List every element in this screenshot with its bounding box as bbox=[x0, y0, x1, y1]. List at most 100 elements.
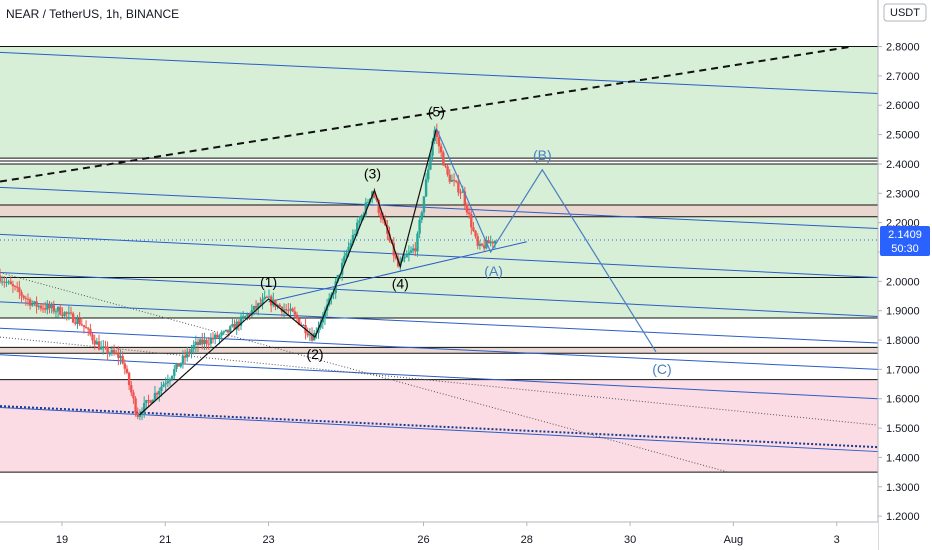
candle-body bbox=[52, 304, 55, 312]
candle-body bbox=[183, 355, 187, 358]
candle-body bbox=[285, 309, 288, 311]
price-zone bbox=[0, 216, 878, 319]
candle-body bbox=[106, 346, 109, 354]
candle-body bbox=[80, 324, 83, 326]
price-tick-label: 2.4000 bbox=[886, 159, 920, 171]
candle-body bbox=[91, 334, 94, 341]
candle-body bbox=[123, 363, 127, 369]
candle-body bbox=[373, 191, 376, 198]
candle-body bbox=[11, 284, 15, 287]
candle-body bbox=[3, 281, 6, 283]
candle-body bbox=[7, 281, 10, 283]
candle-body bbox=[257, 303, 260, 309]
zone-layer bbox=[0, 46, 878, 473]
candle-body bbox=[250, 310, 253, 316]
candle-body bbox=[356, 222, 359, 234]
price-tick-label: 1.6000 bbox=[886, 394, 920, 406]
candle-body bbox=[282, 309, 286, 312]
candle-body bbox=[149, 400, 152, 404]
candle-body bbox=[237, 321, 241, 326]
candle-body bbox=[164, 383, 167, 385]
candle-body bbox=[244, 316, 247, 318]
candle-body bbox=[213, 334, 217, 340]
candle-body bbox=[67, 312, 71, 314]
candle-body bbox=[493, 240, 497, 244]
candle-body bbox=[61, 314, 64, 316]
candle-body bbox=[287, 310, 290, 312]
candle-body bbox=[0, 275, 2, 282]
candle-body bbox=[422, 196, 426, 213]
wave-label: (4) bbox=[392, 276, 409, 292]
trend-line bbox=[0, 51, 879, 95]
candle-body bbox=[362, 214, 365, 216]
candle-body bbox=[43, 308, 47, 310]
trend-line bbox=[0, 186, 879, 230]
wave-label: (3) bbox=[364, 165, 381, 181]
candle-body bbox=[431, 141, 434, 156]
candle-body bbox=[248, 314, 251, 316]
candle-body bbox=[168, 378, 172, 382]
candle-body bbox=[71, 313, 75, 323]
candle-body bbox=[134, 398, 137, 413]
price-tick-label: 1.8000 bbox=[886, 335, 920, 347]
candle-body bbox=[97, 341, 101, 350]
time-tick-label: 19 bbox=[56, 534, 68, 546]
candle-body bbox=[0, 281, 4, 283]
candle-body bbox=[403, 257, 406, 259]
candle-body bbox=[332, 293, 335, 295]
candle-body bbox=[364, 202, 368, 215]
candle-body bbox=[470, 214, 473, 228]
candle-body bbox=[254, 306, 258, 309]
candle-body bbox=[293, 311, 297, 315]
candle-body bbox=[278, 304, 281, 307]
time-tick-label: 26 bbox=[417, 534, 429, 546]
price-tick-label: 2.0000 bbox=[886, 276, 920, 288]
candle-body bbox=[295, 314, 299, 319]
candle-body bbox=[95, 341, 99, 345]
candle-body bbox=[46, 304, 49, 310]
candle-body bbox=[211, 338, 215, 340]
candle-body bbox=[147, 400, 150, 402]
price-tick-label: 1.2000 bbox=[886, 511, 920, 523]
candle-body bbox=[35, 301, 38, 307]
candle-body bbox=[487, 240, 490, 244]
trend-line bbox=[268, 241, 527, 303]
trend-line bbox=[0, 301, 879, 344]
price-zone bbox=[0, 205, 878, 217]
candle-body bbox=[205, 339, 208, 344]
candle-body bbox=[155, 392, 159, 395]
candle-body bbox=[119, 355, 122, 358]
candle-body bbox=[28, 299, 32, 306]
candle-body bbox=[207, 343, 210, 345]
candle-body bbox=[474, 230, 477, 237]
candle-body bbox=[59, 306, 62, 315]
candle-body bbox=[351, 235, 355, 244]
price-axis[interactable]: 2.80002.70002.60002.50002.40002.30002.20… bbox=[877, 0, 932, 550]
currency-badge[interactable]: USDT bbox=[883, 3, 927, 22]
trend-line bbox=[0, 336, 879, 426]
candle-body bbox=[399, 261, 402, 267]
candle-body bbox=[427, 169, 430, 180]
candle-body bbox=[319, 322, 322, 328]
candle-body bbox=[173, 368, 176, 376]
projection-label: (A) bbox=[484, 263, 503, 279]
candle-body bbox=[439, 146, 443, 153]
price-zone bbox=[0, 163, 878, 206]
price-tick-label: 1.4000 bbox=[886, 452, 920, 464]
candle-body bbox=[198, 339, 202, 345]
candle-body bbox=[99, 347, 103, 350]
candle-body bbox=[263, 296, 266, 300]
current-price-tag: 2.1409 50:30 bbox=[880, 226, 930, 256]
candle-body bbox=[22, 295, 25, 298]
candle-body bbox=[480, 243, 484, 246]
candle-body bbox=[63, 312, 66, 316]
candle-body bbox=[84, 326, 88, 329]
projection-label: (C) bbox=[652, 361, 671, 377]
candle-body bbox=[241, 316, 245, 318]
time-axis[interactable]: 19 21 23 26 28 30 Aug 3 bbox=[0, 521, 878, 550]
impulse-wave-path bbox=[139, 128, 437, 416]
candle-body bbox=[265, 296, 269, 298]
candle-body bbox=[323, 310, 327, 319]
candle-body bbox=[405, 255, 408, 258]
